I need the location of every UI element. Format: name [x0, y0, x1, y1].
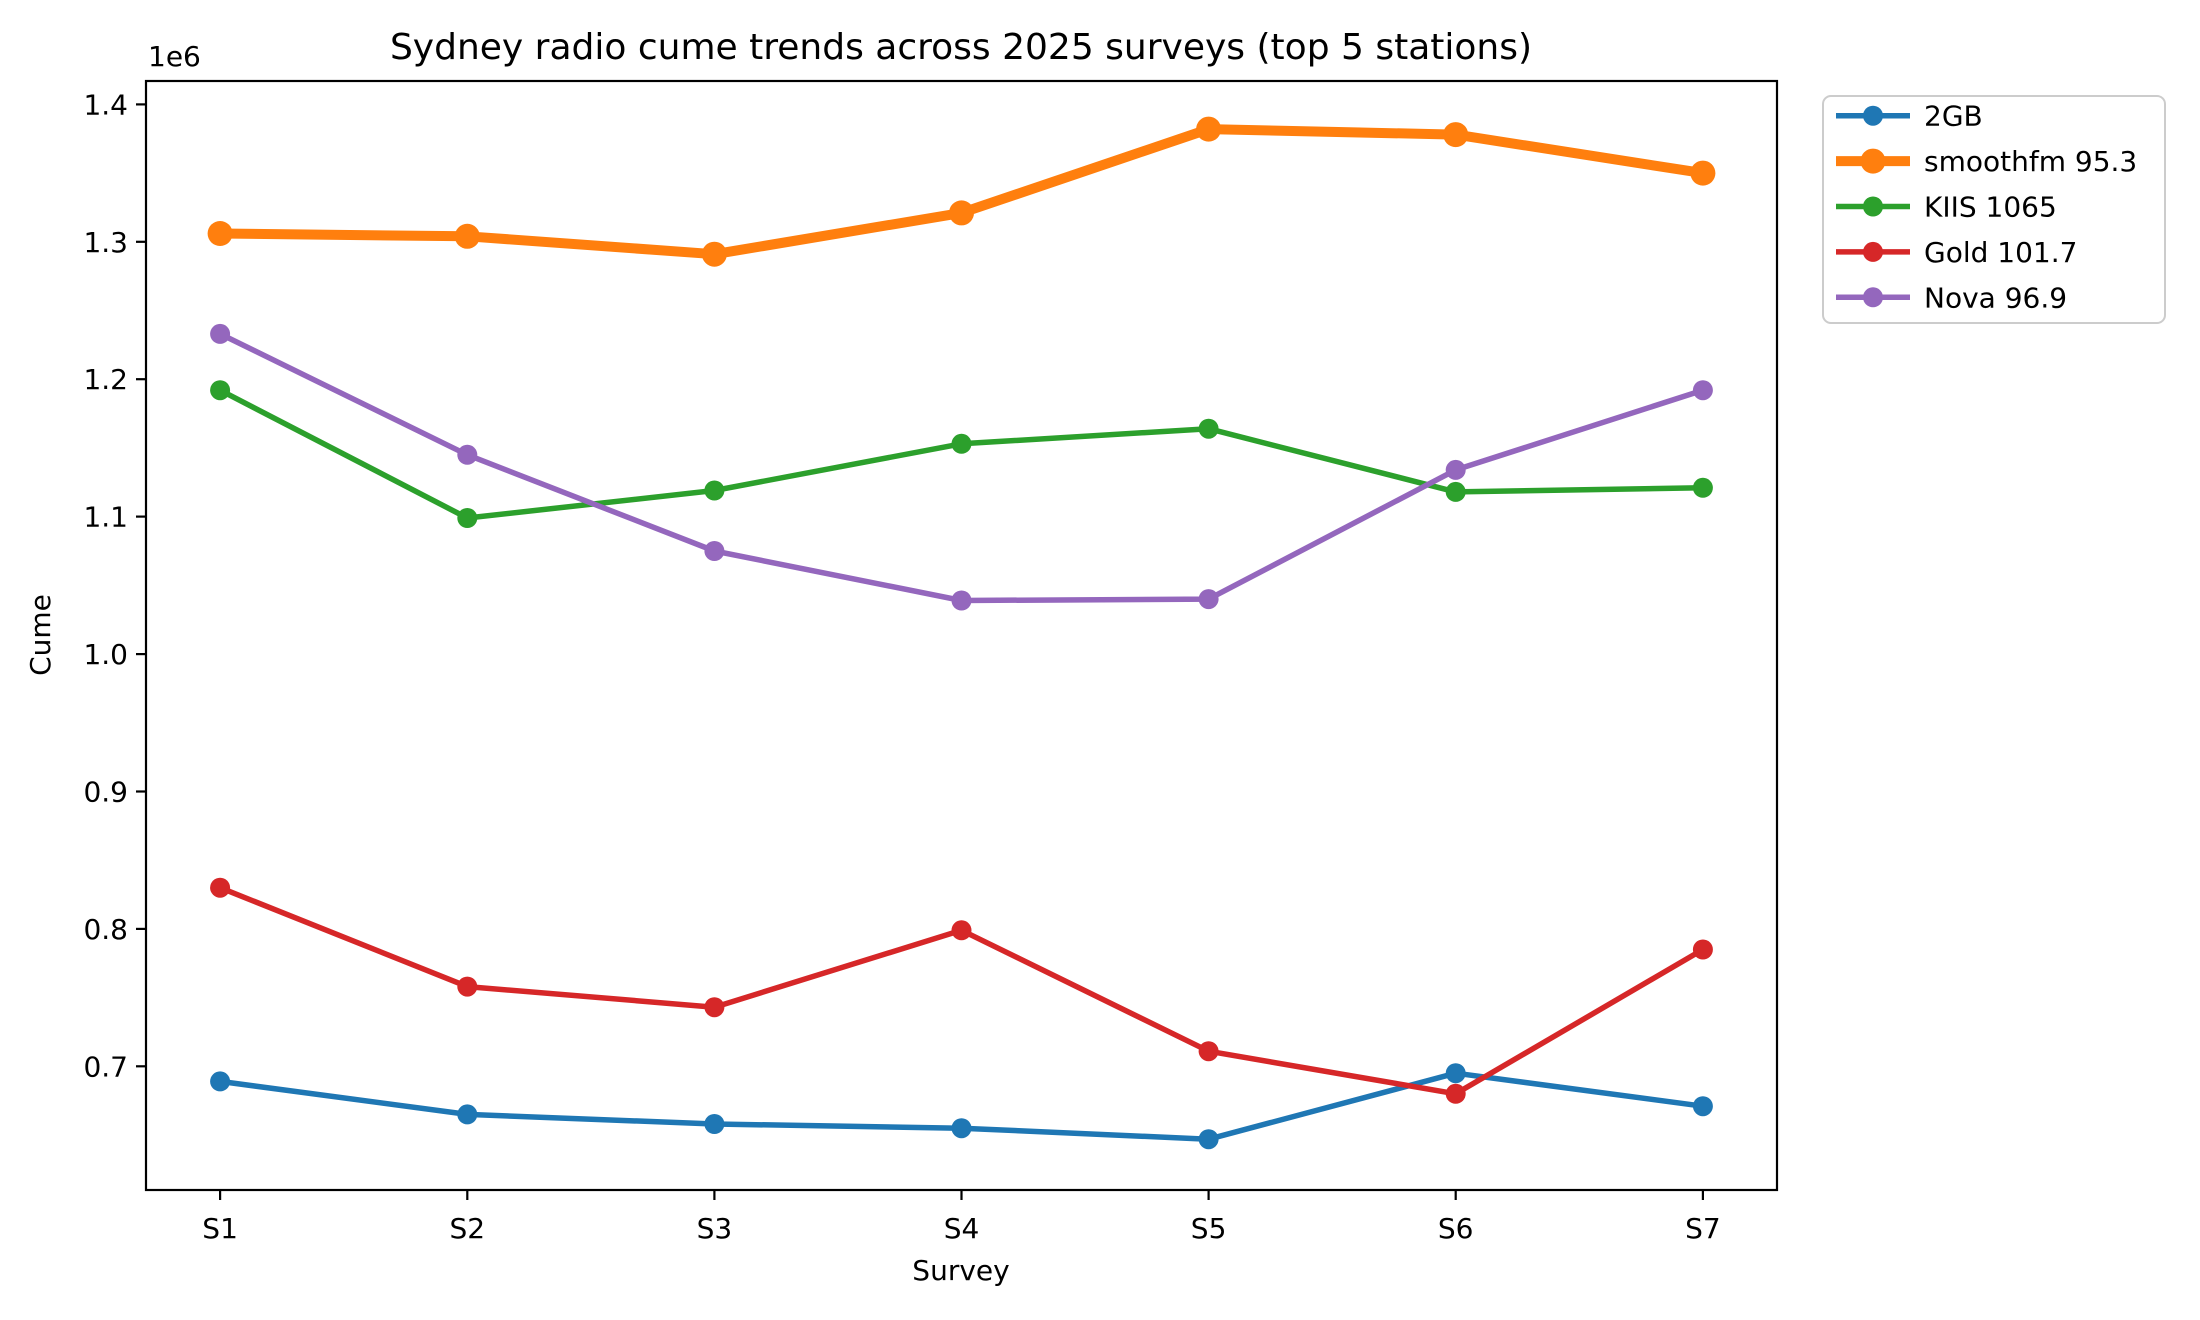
- legend-sample-marker: [1863, 241, 1883, 262]
- x-tick-label: S4: [944, 1212, 980, 1245]
- series-line-gold-101-7: [219, 885, 1705, 1097]
- data-point-kiis-1065-s5: [1198, 418, 1219, 439]
- data-point-nova-96-9-s3: [704, 541, 725, 561]
- data-point-gold-101-7-s6: [1445, 1083, 1466, 1104]
- data-point-2gb-s5: [1198, 1129, 1219, 1150]
- y-tick-label: 1.4: [83, 88, 128, 121]
- legend-label: smoothfm 95.3: [1924, 145, 2137, 178]
- data-point-nova-96-9-s4: [951, 590, 972, 611]
- axes-frame: [144, 79, 1779, 1192]
- data-point-gold-101-7-s7: [1692, 939, 1713, 960]
- legend: 2GB smoothfm 95.3 KIIS 1065 Gold 101.7 Nova …: [1822, 95, 2166, 324]
- data-point-nova-96-9-s5: [1198, 589, 1219, 610]
- data-point-kiis-1065-s3: [704, 480, 725, 501]
- legend-label: 2GB: [1924, 100, 1983, 133]
- data-point-gold-101-7-s1: [210, 877, 231, 898]
- y-tick-label: 1.2: [83, 363, 128, 396]
- data-point-gold-101-7-s3: [704, 997, 725, 1018]
- data-point-gold-101-7-s5: [1198, 1041, 1219, 1062]
- legend-entry-gold-101-7: Gold 101.7: [1836, 236, 2077, 269]
- data-point-2gb-s1: [210, 1071, 231, 1092]
- series-2gb: [210, 1063, 1713, 1150]
- data-point-nova-96-9-s2: [457, 444, 478, 465]
- legend-entry-kiis-1065: KIIS 1065: [1836, 191, 2057, 224]
- legend-box: [1822, 95, 2166, 324]
- data-point-smoothfm-95-3-s5: [1196, 116, 1222, 142]
- y-axis-offset-text: 1e6: [148, 40, 201, 73]
- data-point-2gb-s7: [1692, 1096, 1713, 1117]
- y-tick-label: 1.3: [83, 226, 128, 259]
- legend-sample-marker: [1863, 196, 1883, 217]
- axis-ticks: [136, 103, 1705, 1200]
- data-point-kiis-1065-s7: [1692, 477, 1713, 498]
- series-line-smoothfm-95-3: [220, 124, 1704, 260]
- series-line-kiis-1065: [218, 387, 1703, 521]
- x-axis-label: Survey: [912, 1254, 1009, 1287]
- data-point-smoothfm-95-3-s7: [1690, 160, 1716, 186]
- y-tick-label: 1.1: [83, 501, 128, 534]
- data-point-2gb-s3: [704, 1114, 725, 1134]
- data-point-gold-101-7-s2: [457, 976, 478, 997]
- series-kiis-1065: [210, 380, 1713, 528]
- legend-sample-marker: [1863, 105, 1883, 126]
- series-line-nova-96-9: [218, 331, 1704, 604]
- data-point-nova-96-9-s7: [1692, 380, 1713, 401]
- data-point-2gb-s6: [1445, 1063, 1466, 1084]
- y-tick-label: 0.7: [83, 1050, 128, 1083]
- plot-area: [207, 116, 1716, 1150]
- data-point-kiis-1065-s4: [951, 433, 972, 454]
- legend-label: Nova 96.9: [1924, 281, 2067, 314]
- legend-sample-marker: [1860, 148, 1886, 174]
- axis-tick-labels: S1 S2 S3 S4 S5 S6 S7 0.7 0.8 0.9 1.0 1.1 1.2 1.3 1.4: [83, 88, 1720, 1245]
- legend-entry-2gb: 2GB: [1836, 100, 1983, 133]
- legend-label: KIIS 1065: [1924, 191, 2057, 224]
- series-smoothfm-95-3: [207, 116, 1716, 267]
- y-tick-label: 1.0: [83, 638, 128, 671]
- data-point-smoothfm-95-3-s1: [207, 221, 233, 246]
- data-point-nova-96-9-s6: [1445, 459, 1466, 480]
- y-tick-label: 0.9: [83, 776, 128, 809]
- data-point-smoothfm-95-3-s6: [1443, 122, 1469, 148]
- series-gold-101-7: [210, 877, 1713, 1104]
- data-point-smoothfm-95-3-s3: [701, 241, 727, 267]
- legend-label: Gold 101.7: [1924, 236, 2077, 269]
- y-axis-label: Cume: [24, 594, 57, 676]
- x-tick-label: S5: [1191, 1212, 1227, 1245]
- data-point-smoothfm-95-3-s4: [949, 200, 974, 226]
- data-point-kiis-1065-s6: [1445, 481, 1466, 502]
- legend-sample-marker: [1863, 287, 1883, 308]
- x-tick-label: S2: [450, 1212, 486, 1245]
- y-tick-label: 0.8: [83, 913, 128, 946]
- data-point-2gb-s2: [457, 1104, 478, 1125]
- x-tick-label: S1: [202, 1212, 238, 1245]
- data-point-gold-101-7-s4: [951, 920, 972, 941]
- data-point-nova-96-9-s1: [210, 323, 231, 344]
- legend-entry-nova-96-9: Nova 96.9: [1836, 281, 2067, 314]
- chart-title: Sydney radio cume trends across 2025 sur…: [390, 27, 1532, 68]
- x-tick-label: S6: [1438, 1212, 1474, 1245]
- data-point-2gb-s4: [951, 1118, 972, 1139]
- data-point-kiis-1065-s1: [210, 380, 231, 401]
- legend-entry-smoothfm-95-3: smoothfm 95.3: [1836, 145, 2137, 178]
- series-nova-96-9: [210, 323, 1713, 611]
- data-point-kiis-1065-s2: [457, 508, 478, 528]
- x-tick-label: S3: [697, 1212, 733, 1245]
- x-tick-label: S7: [1685, 1212, 1721, 1245]
- data-point-smoothfm-95-3-s2: [454, 223, 480, 249]
